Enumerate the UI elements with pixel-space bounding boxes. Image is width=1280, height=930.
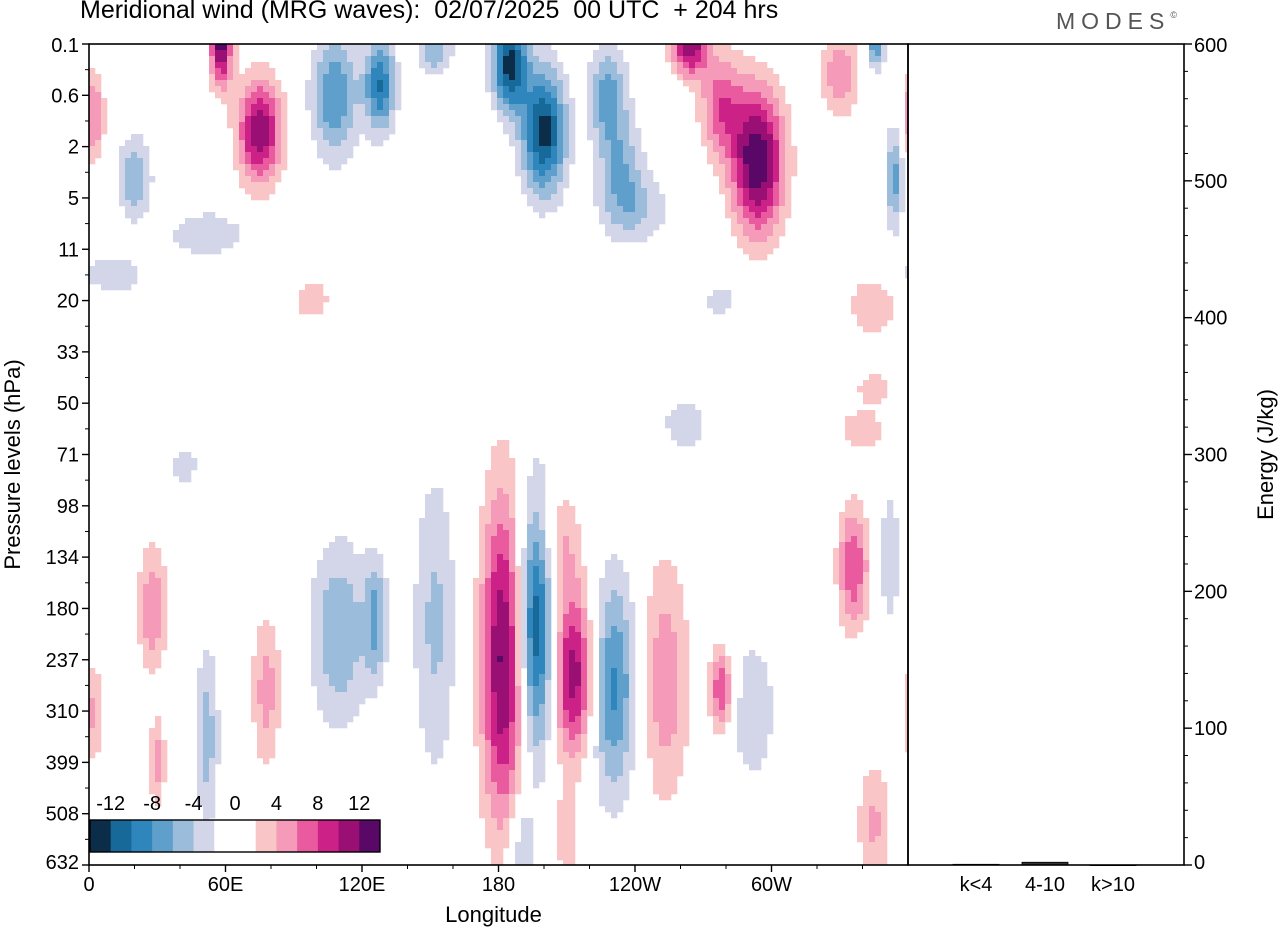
chart-title: Meridional wind (MRG waves): 02/07/2025 … (80, 0, 779, 24)
x-tick-label: 180 (482, 874, 515, 896)
colorbar-label: -12 (96, 793, 125, 815)
energy-tick-label: 300 (1194, 445, 1227, 467)
colorbar-swatch (193, 820, 215, 852)
logo-text: MODES (1056, 8, 1171, 34)
y-tick-label: 20 (57, 291, 79, 313)
energy-frame (907, 43, 1185, 866)
y-tick-label: 632 (46, 852, 79, 874)
colorbar-swatch (297, 820, 319, 852)
y-tick-label: 98 (57, 496, 79, 518)
y-tick-label: 33 (57, 342, 79, 364)
colorbar-swatch (90, 820, 112, 852)
x-tick-label: 120W (609, 874, 661, 896)
energy-tick-label: 500 (1194, 171, 1227, 193)
colorbar-label: -8 (143, 793, 161, 815)
y-tick-label: 50 (57, 393, 79, 415)
colorbar-swatch (152, 820, 174, 852)
x-tick-label: 0 (83, 874, 94, 896)
y-tick-label: 134 (46, 547, 79, 569)
y-tick-label: 5 (68, 188, 79, 210)
colorbar-swatch (338, 820, 360, 852)
x-tick-label: 120E (339, 874, 386, 896)
colorbar-swatch (214, 820, 236, 852)
energy-axis-title: Energy (J/kg) (1253, 389, 1278, 520)
colorbar-swatch (276, 820, 298, 852)
energy-category-label: k<4 (960, 874, 993, 896)
colorbar: -12 -8 -4 0 4 8 12 (89, 793, 381, 853)
colorbar-swatch (110, 820, 132, 852)
colorbar-label: 0 (229, 793, 240, 815)
colorbar-swatch (172, 820, 194, 852)
y-tick-label: 399 (46, 752, 79, 774)
colorbar-swatch (359, 820, 381, 852)
heatmap-axes: 0.1 0.6 2 5 11 20 33 50 71 98 134 180 237 310 399 508 63… (0, 35, 909, 927)
energy-tick-label: 600 (1194, 35, 1227, 57)
heatmap-layer (89, 44, 909, 866)
y-tick-label: 0.6 (51, 85, 79, 107)
colorbar-label: 8 (312, 793, 323, 815)
energy-tick-label: 0 (1194, 852, 1205, 874)
colorbar-label: -4 (185, 793, 203, 815)
y-axis-title: Pressure levels (hPa) (0, 359, 25, 569)
y-tick-label: 508 (46, 804, 79, 826)
colorbar-label: 4 (271, 793, 282, 815)
energy-axes: 0 100 200 300 400 500 600 k<4 4-10 k>10 Energy (J/… (907, 35, 1278, 896)
y-tick-label: 71 (57, 445, 79, 467)
colorbar-swatch (235, 820, 257, 852)
x-tick-label: 60E (208, 874, 244, 896)
y-tick-label: 237 (46, 650, 79, 672)
x-tick-label: 60W (751, 874, 792, 896)
colorbar-swatch (131, 820, 153, 852)
colorbar-swatch (255, 820, 277, 852)
copyright-mark: © (1170, 10, 1177, 20)
x-axis-title: Longitude (445, 902, 542, 927)
colorbar-swatch (317, 820, 339, 852)
colorbar-label: 12 (348, 793, 370, 815)
y-tick-label: 180 (46, 598, 79, 620)
energy-tick-label: 100 (1194, 718, 1227, 740)
y-tick-label: 0.1 (51, 35, 79, 57)
modes-logo: MODES© (1056, 8, 1177, 35)
energy-tick-label: 400 (1194, 308, 1227, 330)
colorbar-frame (89, 819, 381, 853)
energy-tick-label: 200 (1194, 581, 1227, 603)
y-tick-label: 2 (68, 137, 79, 159)
y-tick-label: 11 (58, 239, 79, 261)
energy-category-label: k>10 (1091, 874, 1135, 896)
y-tick-label: 310 (46, 701, 79, 723)
energy-category-label: 4-10 (1025, 874, 1065, 896)
